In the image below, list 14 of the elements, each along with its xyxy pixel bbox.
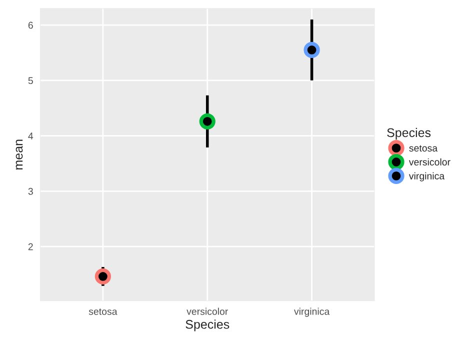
y-axis-title: mean (16, 140, 23, 170)
y-tick-label: 6 (28, 22, 33, 29)
x-tick-label: setosa (88, 308, 118, 315)
y-tick-label: 5 (28, 77, 33, 84)
legend-label: versicolor (408, 158, 450, 166)
y-tick-label: 4 (28, 132, 34, 140)
x-tick-label: virginica (294, 308, 330, 317)
x-axis-title: Species (387, 128, 431, 140)
x-tick-label: versicolor (186, 308, 228, 315)
legend-label: setosa (409, 145, 438, 152)
legend-label: virginica (408, 172, 445, 182)
y-tick-label: 2 (28, 243, 33, 250)
legend-title: Species (186, 320, 230, 332)
y-tick-label: 3 (28, 188, 33, 195)
